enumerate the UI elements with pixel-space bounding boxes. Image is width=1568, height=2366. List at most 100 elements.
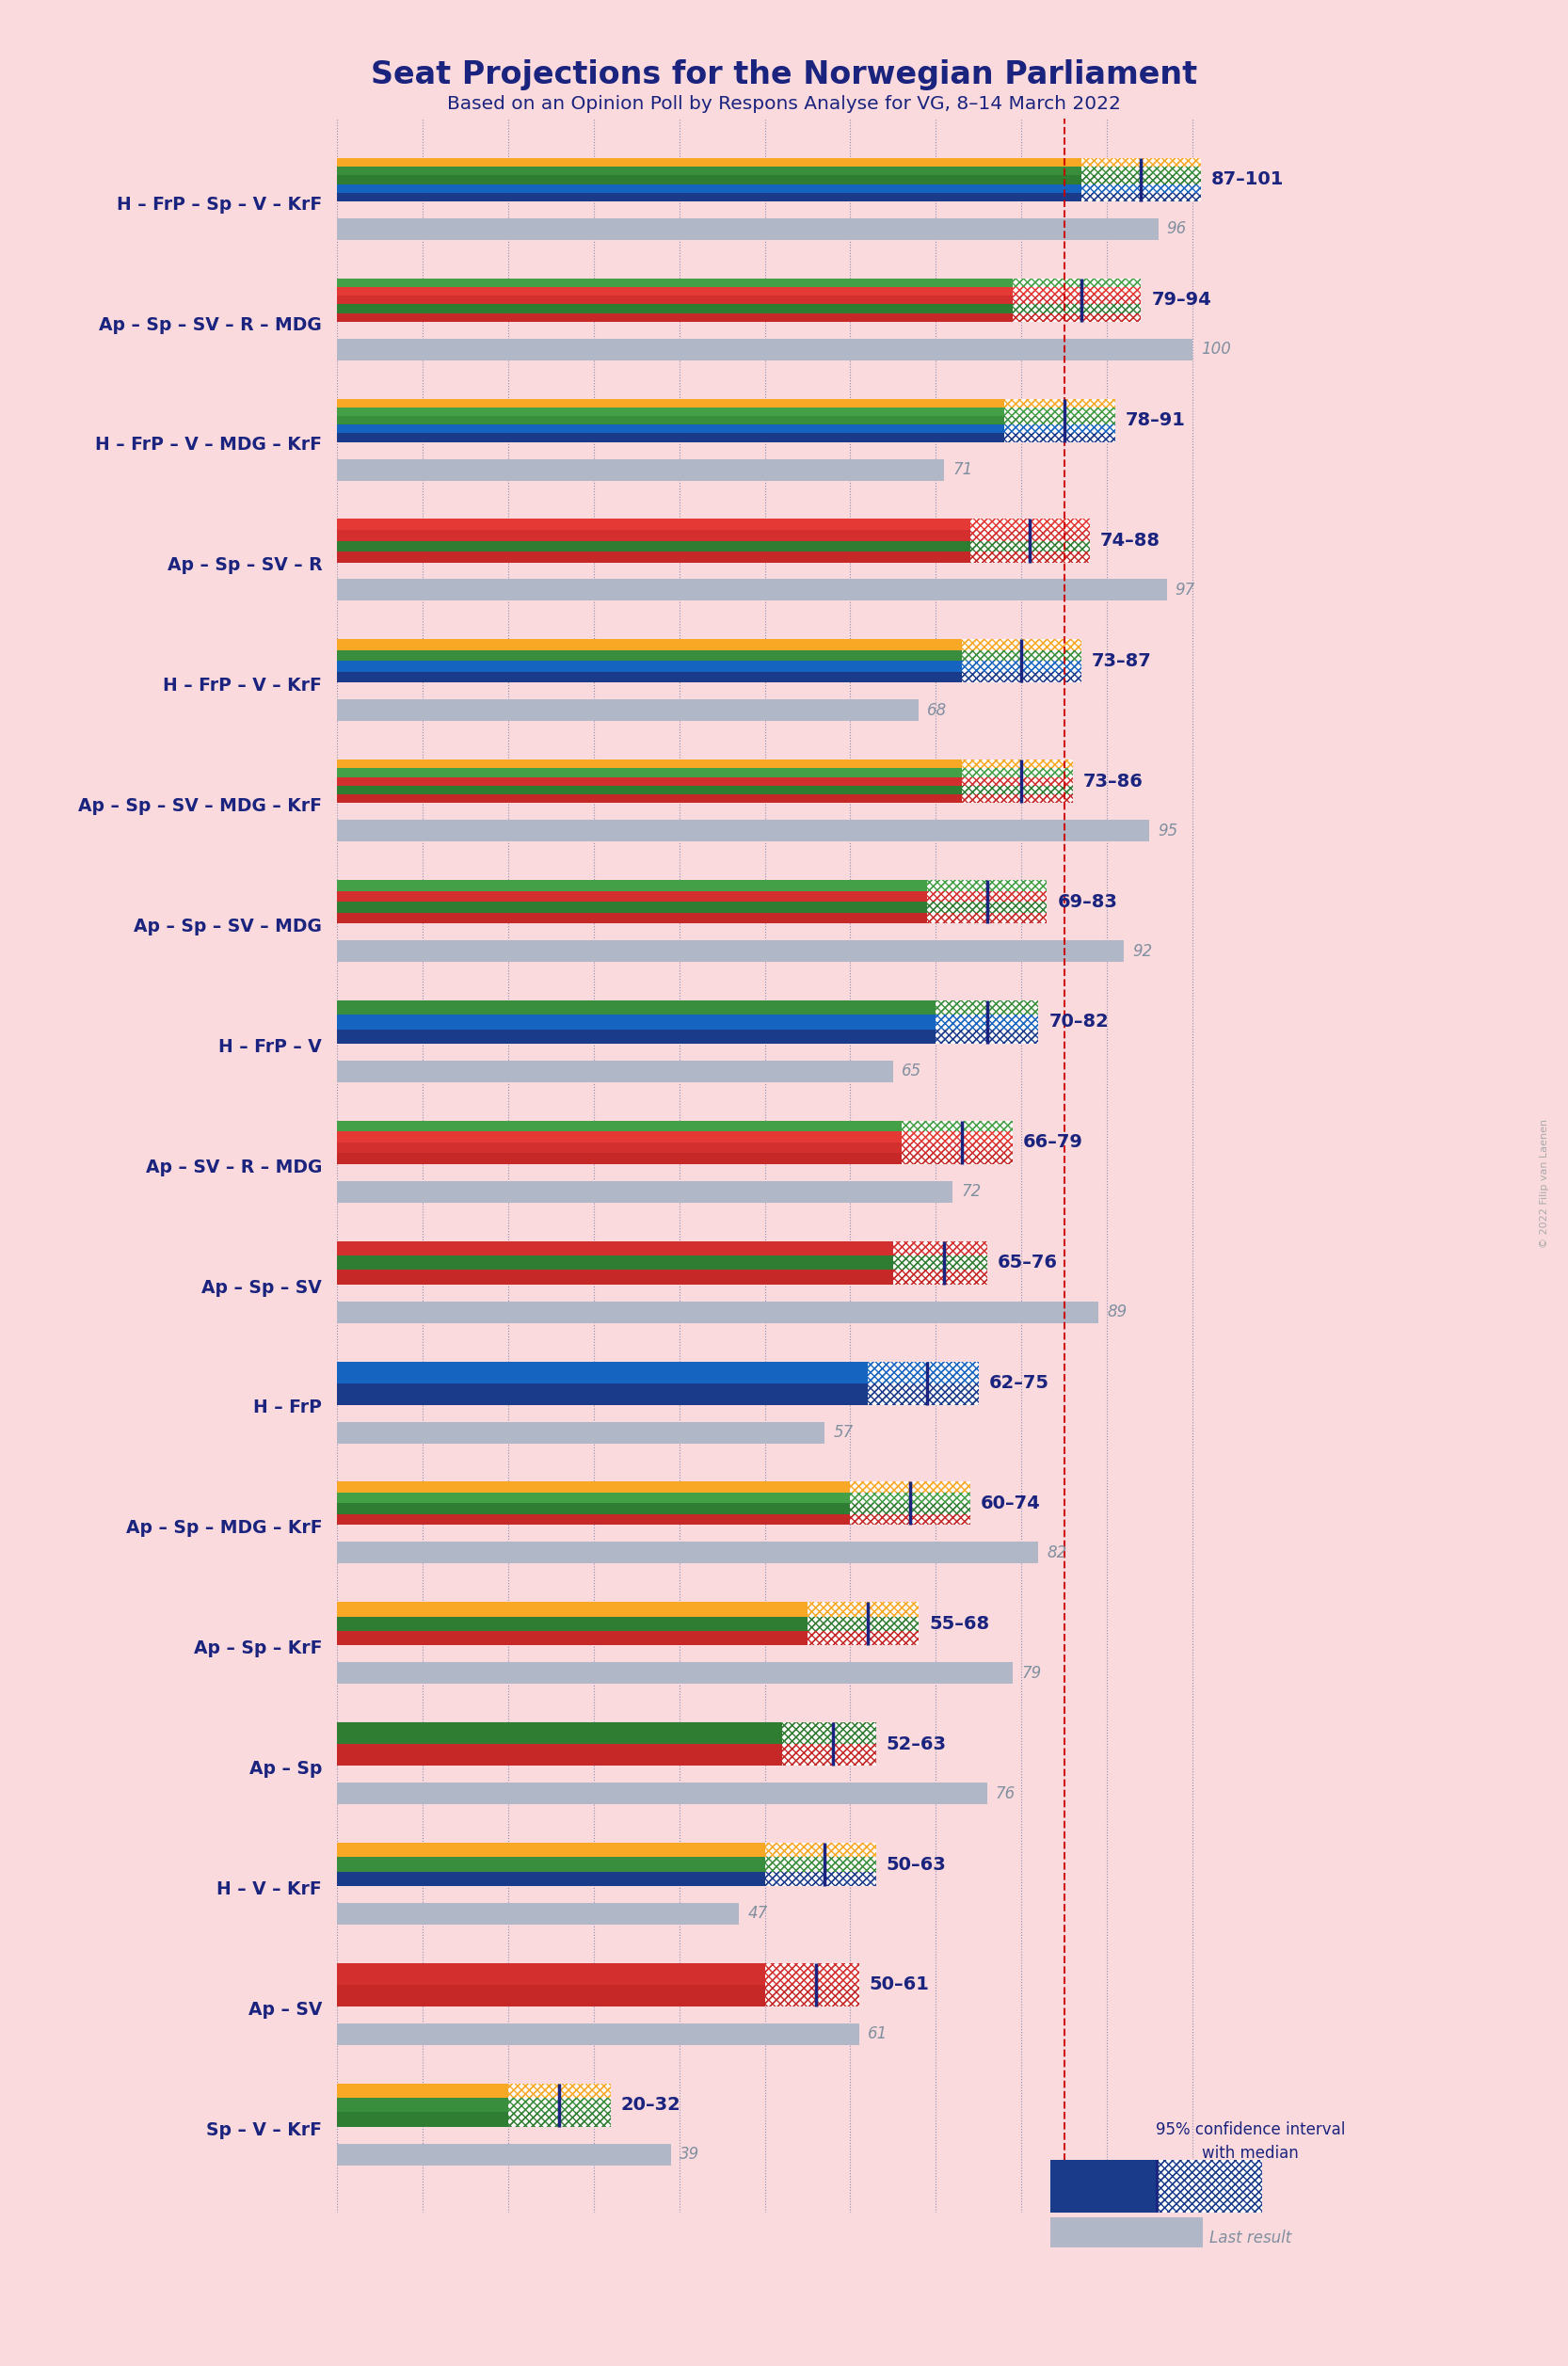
Text: 55–68: 55–68 — [928, 1616, 989, 1633]
Text: 52–63: 52–63 — [886, 1734, 947, 1753]
Bar — [927, 913, 1047, 923]
Bar — [508, 2099, 612, 2113]
Bar — [927, 892, 1047, 901]
Bar — [765, 1985, 859, 2006]
Bar — [1082, 159, 1201, 166]
Bar — [867, 1384, 978, 1405]
Text: 66–79: 66–79 — [1022, 1133, 1083, 1152]
Bar — [936, 1015, 1038, 1029]
Bar — [508, 2113, 612, 2127]
Bar — [337, 1060, 894, 1081]
Bar — [961, 769, 1073, 776]
Bar — [961, 759, 1073, 769]
Bar — [961, 769, 1073, 776]
Text: 97: 97 — [1176, 582, 1195, 599]
Bar — [902, 1143, 1013, 1152]
Bar — [850, 1481, 971, 1493]
Bar — [337, 1616, 808, 1630]
Bar — [1004, 424, 1115, 433]
Bar — [1004, 416, 1115, 424]
Bar — [337, 1481, 850, 1493]
Bar — [337, 1029, 936, 1043]
Bar — [337, 1242, 894, 1256]
Bar — [894, 1242, 988, 1256]
Bar — [894, 1242, 988, 1256]
Text: 92: 92 — [1132, 942, 1152, 961]
Bar — [971, 542, 1090, 551]
Bar — [337, 1722, 782, 1744]
Text: Seat Projections for the Norwegian Parliament: Seat Projections for the Norwegian Parli… — [370, 59, 1198, 90]
Bar — [961, 660, 1082, 672]
Bar — [337, 1360, 867, 1384]
Bar — [850, 1502, 971, 1514]
Text: 72: 72 — [961, 1183, 982, 1200]
Bar — [337, 305, 1013, 312]
Bar — [927, 901, 1047, 913]
Bar — [961, 639, 1082, 651]
Bar — [1051, 2160, 1157, 2212]
Text: 20–32: 20–32 — [621, 2096, 681, 2115]
Text: 62–75: 62–75 — [989, 1375, 1049, 1391]
Bar — [936, 1029, 1038, 1043]
Bar — [782, 1722, 877, 1744]
Bar — [1082, 185, 1201, 192]
Bar — [971, 551, 1090, 563]
Bar — [765, 1843, 877, 1857]
Bar — [337, 1857, 765, 1872]
Bar — [961, 759, 1073, 769]
Bar — [927, 913, 1047, 923]
Bar — [961, 795, 1073, 802]
Bar — [850, 1502, 971, 1514]
Bar — [971, 542, 1090, 551]
Bar — [337, 1001, 936, 1015]
Bar — [337, 892, 927, 901]
Bar — [867, 1360, 978, 1384]
Bar — [808, 1630, 919, 1644]
Bar — [337, 166, 1082, 175]
Bar — [961, 795, 1073, 802]
Bar — [765, 1857, 877, 1872]
Bar — [1082, 175, 1201, 185]
Text: 76: 76 — [996, 1784, 1016, 1803]
Bar — [337, 1015, 936, 1029]
Bar — [765, 1985, 859, 2006]
Bar — [927, 901, 1047, 913]
Bar — [508, 2113, 612, 2127]
Bar — [337, 1514, 850, 1526]
Text: 73–87: 73–87 — [1091, 653, 1151, 670]
Bar — [894, 1271, 988, 1285]
Text: 68: 68 — [927, 703, 947, 719]
Bar — [867, 1360, 978, 1384]
Bar — [337, 1181, 953, 1202]
Bar — [1013, 279, 1142, 286]
Bar — [337, 1663, 1013, 1685]
Bar — [902, 1143, 1013, 1152]
Bar — [1082, 159, 1201, 166]
Bar — [1013, 286, 1142, 296]
Bar — [1004, 400, 1115, 407]
Bar — [850, 1493, 971, 1502]
Bar — [850, 1514, 971, 1526]
Bar — [1082, 166, 1201, 175]
Bar — [971, 518, 1090, 530]
Bar — [337, 1121, 902, 1131]
Bar — [337, 416, 1004, 424]
Bar — [1013, 296, 1142, 305]
Bar — [894, 1256, 988, 1271]
Bar — [337, 530, 971, 542]
Bar — [337, 639, 961, 651]
Bar — [337, 407, 1004, 416]
Bar — [1082, 185, 1201, 192]
Text: 78–91: 78–91 — [1126, 412, 1185, 428]
Text: 39: 39 — [679, 2146, 699, 2163]
Text: 60–74: 60–74 — [980, 1495, 1040, 1512]
Bar — [961, 759, 1073, 769]
Text: 47: 47 — [748, 1905, 768, 1921]
Bar — [337, 880, 927, 892]
Bar — [961, 651, 1082, 660]
Bar — [927, 892, 1047, 901]
Bar — [1013, 296, 1142, 305]
Bar — [902, 1152, 1013, 1164]
Text: 82: 82 — [1047, 1545, 1066, 1562]
Bar — [1082, 175, 1201, 185]
